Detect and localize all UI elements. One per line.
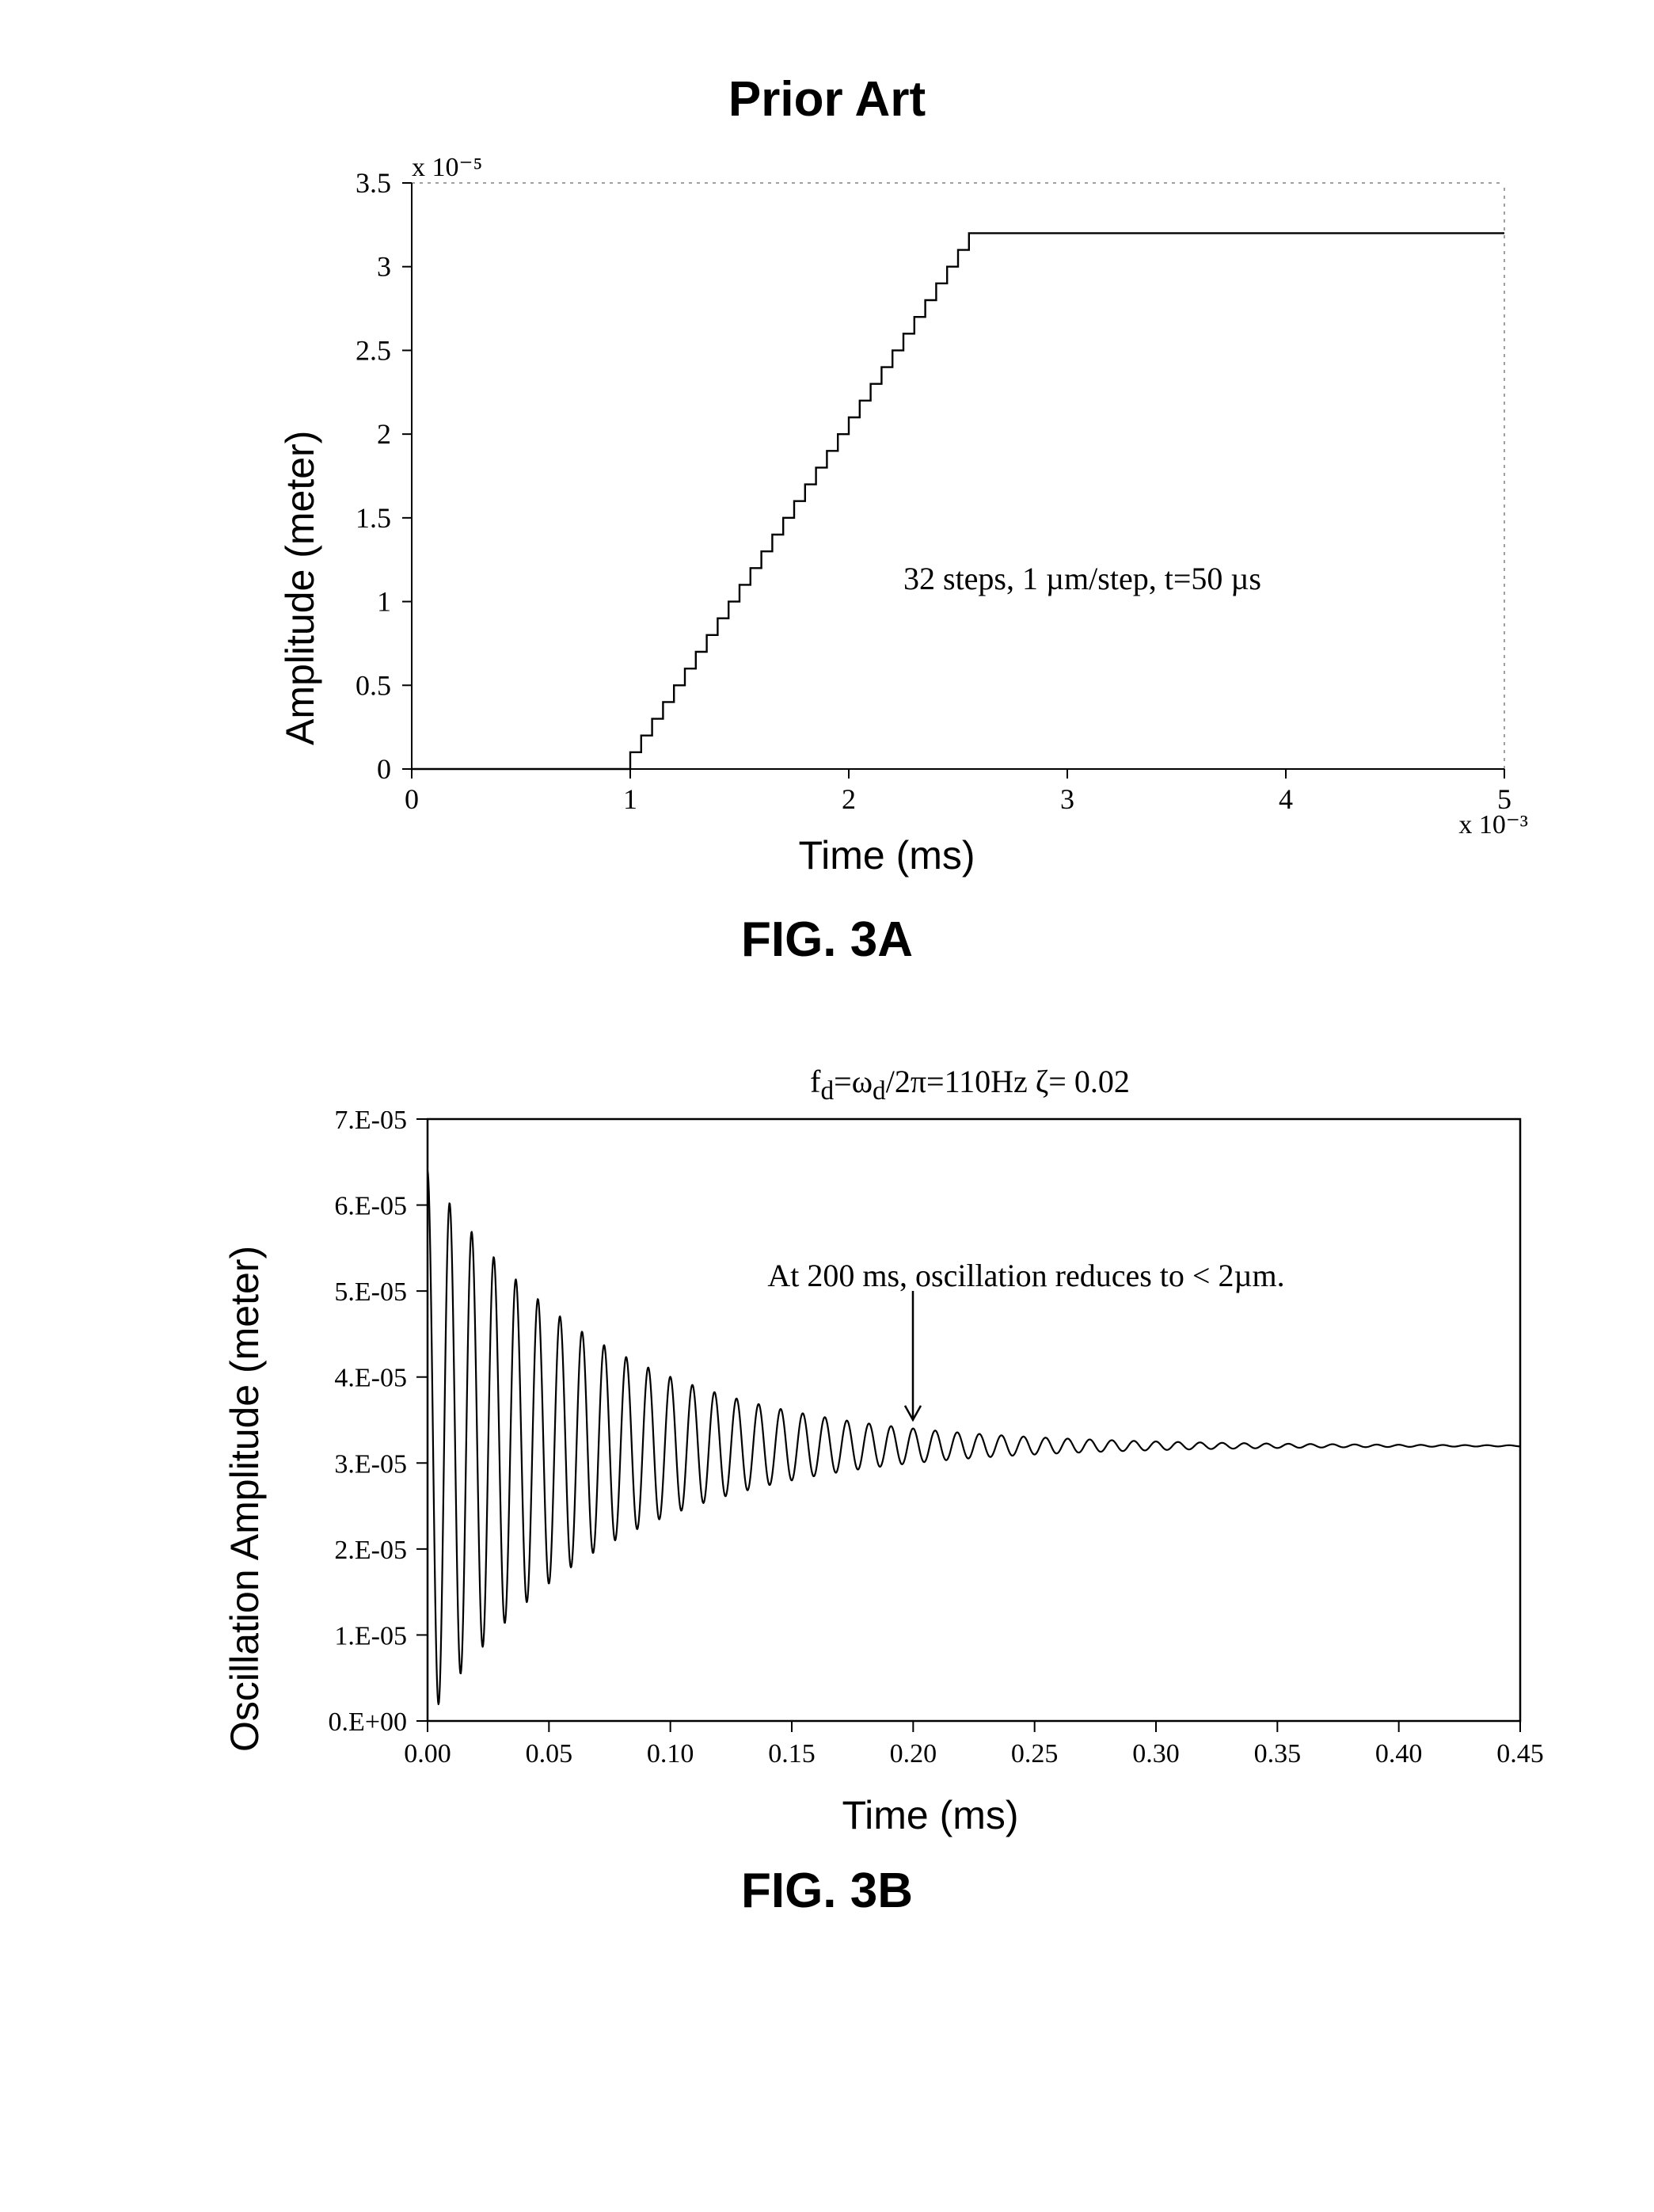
svg-text:1: 1: [377, 586, 391, 618]
fig-3a-y-label: Amplitude (meter): [277, 431, 323, 745]
fig-3b-annotation: At 200 ms, oscillation reduces to < 2µm.: [767, 1257, 1284, 1294]
svg-text:2: 2: [842, 783, 856, 815]
svg-text:0.25: 0.25: [1011, 1739, 1059, 1768]
fig-3a-x-label: Time (ms): [222, 832, 1552, 878]
prior-art-heading: Prior Art: [95, 71, 1559, 128]
page: Prior Art Amplitude (meter) x 10⁻⁵ 0 1 2 3 4…: [0, 0, 1654, 2212]
fig-3b-x-label: Time (ms): [309, 1792, 1552, 1838]
fig-3b-caption: FIG. 3B: [95, 1863, 1559, 1919]
svg-text:0.10: 0.10: [647, 1739, 694, 1768]
svg-text:6.E-05: 6.E-05: [334, 1192, 407, 1221]
svg-text:0.35: 0.35: [1254, 1739, 1302, 1768]
svg-text:0.5: 0.5: [356, 669, 391, 701]
fig-3a-caption: FIG. 3A: [95, 912, 1559, 968]
fig-3a-x-exponent: x 10⁻³: [1458, 809, 1528, 840]
svg-text:0: 0: [405, 783, 419, 815]
svg-text:0: 0: [377, 753, 391, 785]
fig-3a-svg: 01234500.511.522.533.5: [222, 159, 1528, 824]
svg-text:1.5: 1.5: [356, 502, 391, 534]
fig-3b-chart: fd=ωd/2π=110Hz ζ= 0.02 Oscillation Ampli…: [190, 1063, 1552, 1823]
svg-text:0.40: 0.40: [1375, 1739, 1423, 1768]
fig-3b-title: fd=ωd/2π=110Hz ζ= 0.02: [388, 1063, 1552, 1106]
svg-text:0.05: 0.05: [526, 1739, 573, 1768]
svg-text:1.E-05: 1.E-05: [334, 1621, 407, 1650]
fig-3a-y-exponent: x 10⁻⁵: [412, 151, 482, 183]
svg-text:3.E-05: 3.E-05: [334, 1449, 407, 1479]
svg-text:0.45: 0.45: [1496, 1739, 1544, 1768]
svg-text:1: 1: [623, 783, 637, 815]
svg-text:4.E-05: 4.E-05: [334, 1364, 407, 1393]
svg-text:4: 4: [1279, 783, 1293, 815]
svg-text:3: 3: [377, 251, 391, 283]
svg-text:3: 3: [1060, 783, 1074, 815]
svg-text:0.00: 0.00: [404, 1739, 451, 1768]
svg-text:7.E-05: 7.E-05: [334, 1111, 407, 1135]
svg-text:0.15: 0.15: [768, 1739, 816, 1768]
svg-text:0.20: 0.20: [890, 1739, 937, 1768]
svg-text:5.E-05: 5.E-05: [334, 1277, 407, 1307]
svg-text:3.5: 3.5: [356, 167, 391, 199]
svg-text:2.5: 2.5: [356, 334, 391, 366]
fig-3b-y-label: Oscillation Amplitude (meter): [222, 1246, 268, 1752]
fig-3b-svg: 0.00 0.05 0.10 0.15 0.20 0.25 0.30 0.35 0.40 0.45…: [190, 1111, 1544, 1784]
fig-3a-chart: Amplitude (meter) x 10⁻⁵ 01234500.511.52…: [222, 159, 1552, 872]
svg-text:0.30: 0.30: [1132, 1739, 1180, 1768]
svg-text:2: 2: [377, 418, 391, 450]
fig-3a-annotation: 32 steps, 1 µm/step, t=50 µs: [903, 560, 1261, 597]
fig-3b-arrow-icon: [905, 1291, 952, 1444]
svg-text:0.E+00: 0.E+00: [329, 1708, 407, 1737]
svg-text:2.E-05: 2.E-05: [334, 1536, 407, 1565]
